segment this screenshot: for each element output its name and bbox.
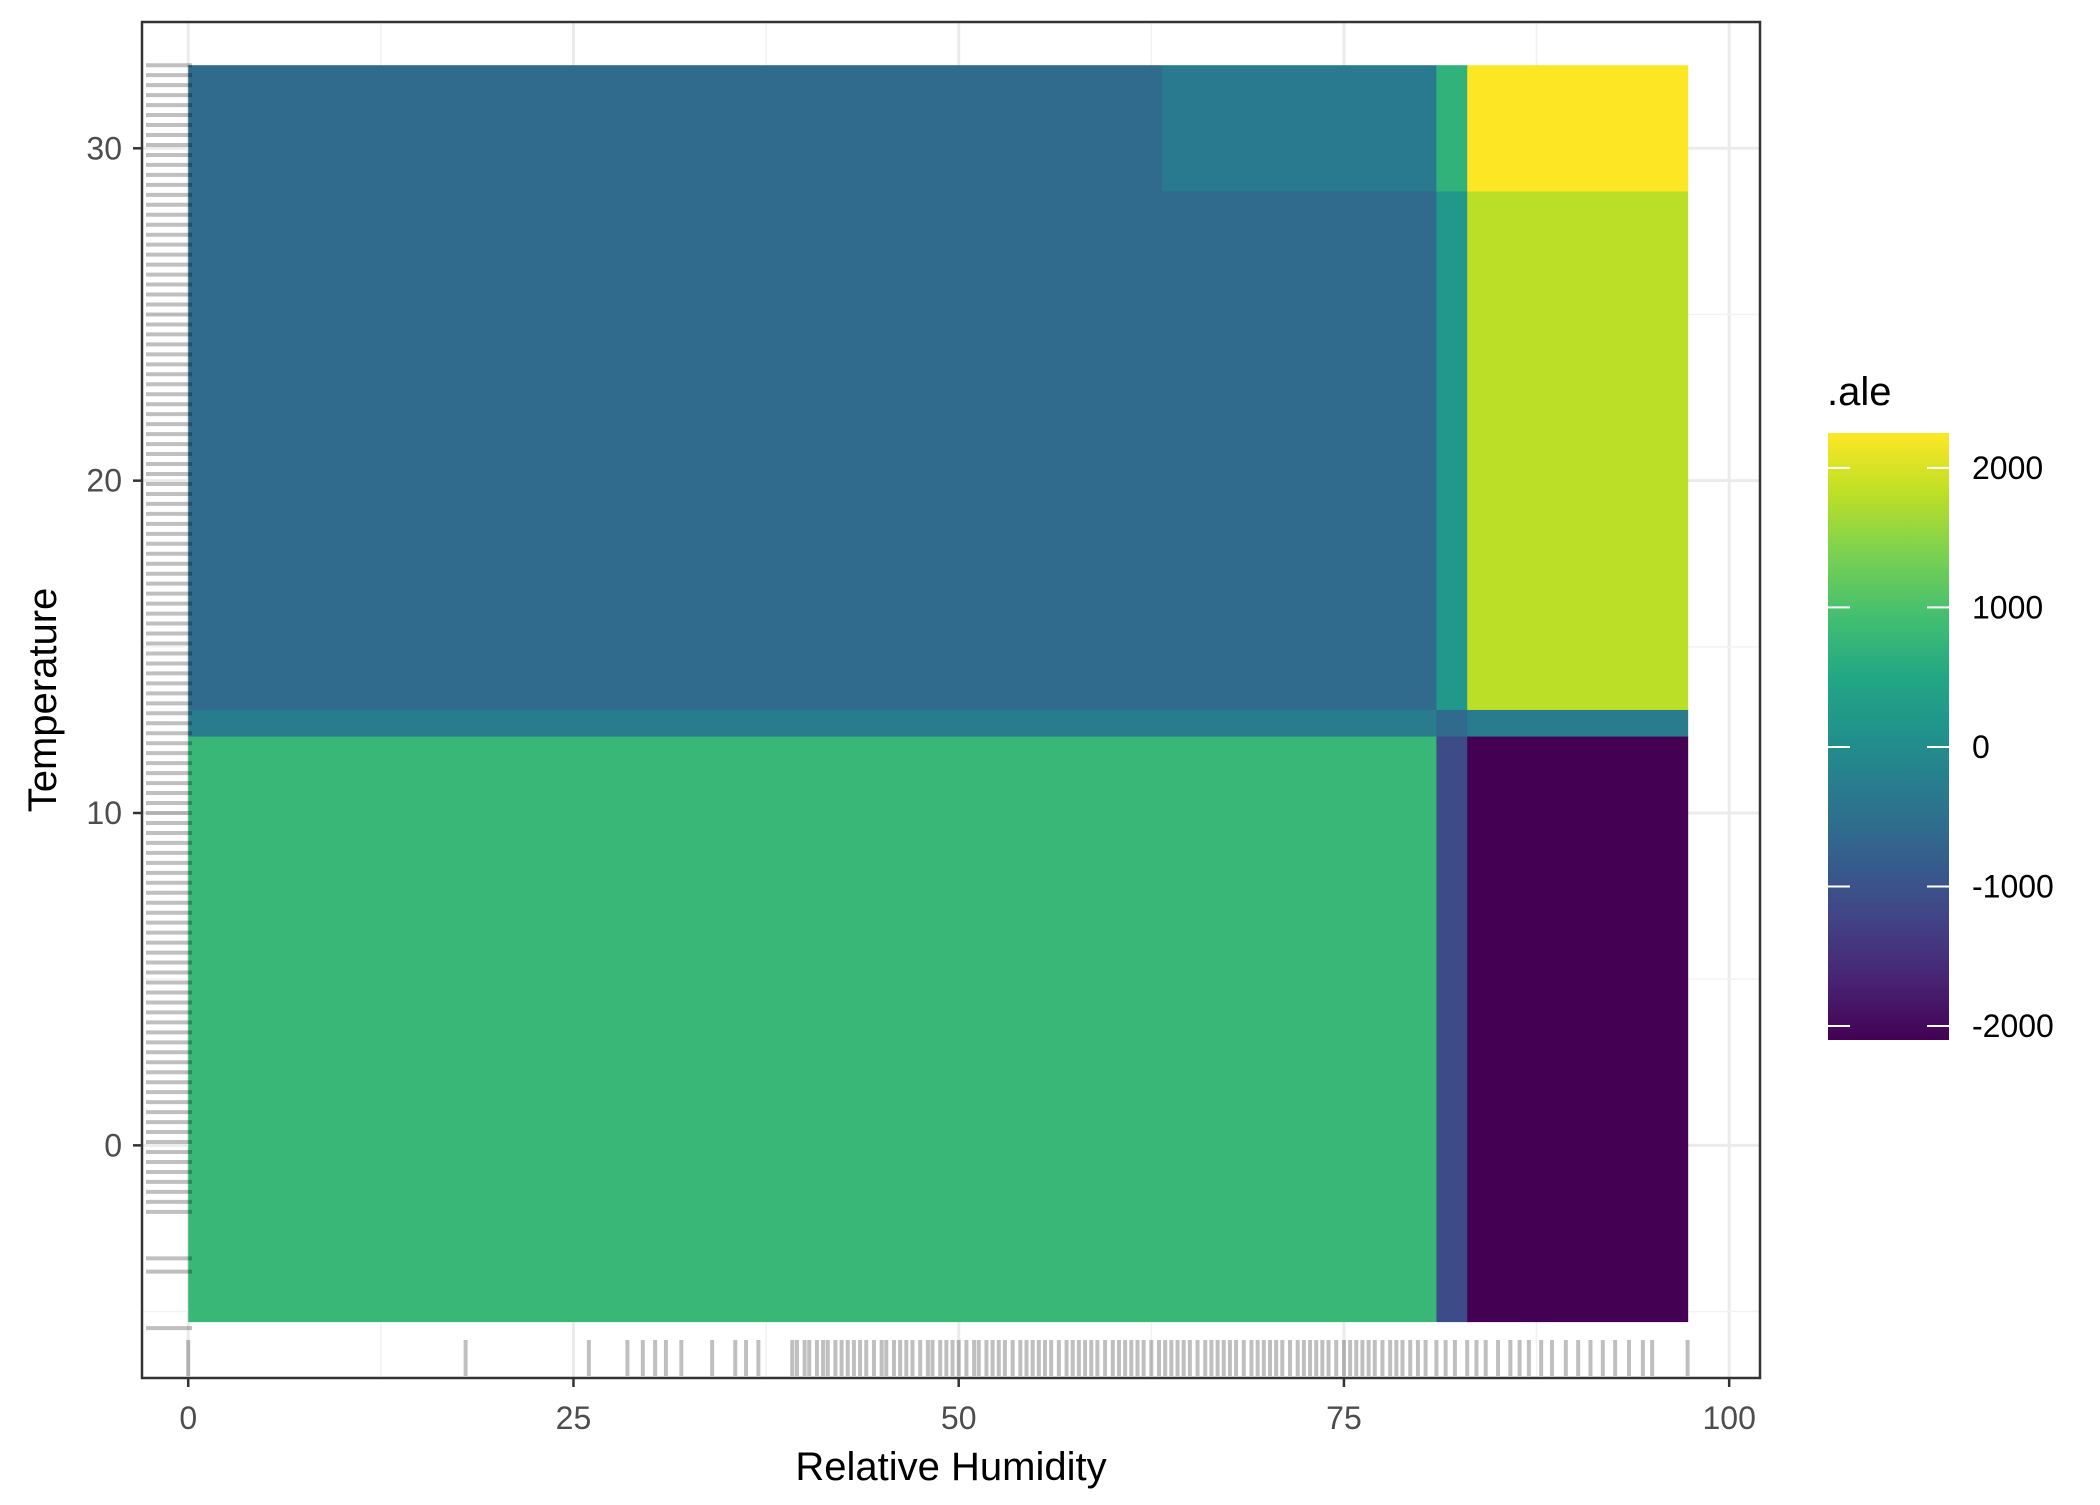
colorbar-tick-label: 2000	[1972, 450, 2043, 486]
heatmap-tile	[1436, 65, 1468, 193]
colorbar-tick-label: -1000	[1972, 869, 2054, 905]
heatmap-tile	[1467, 736, 1689, 1323]
heatmap-tile	[188, 736, 1438, 1323]
y-tick-label: 0	[104, 1127, 122, 1163]
heatmap-tiles	[188, 65, 1689, 1323]
y-tick-label: 30	[86, 130, 122, 166]
panel-border	[140, 20, 1762, 1380]
heatmap-tile	[1162, 65, 1437, 193]
heatmap-tile	[1436, 191, 1468, 711]
colorbar-tick-label: 0	[1972, 729, 1990, 765]
x-tick-label: 50	[941, 1400, 977, 1436]
x-tick-label: 25	[556, 1400, 592, 1436]
colorbar-legend: .ale -2000 -1000 0 1000 2000	[1827, 370, 2054, 1044]
heatmap-tile	[1162, 191, 1437, 711]
heatmap-tile	[1436, 736, 1468, 1323]
y-tick-label: 20	[86, 463, 122, 499]
colorbar-tick-label: -2000	[1972, 1008, 2054, 1044]
rug-marks	[146, 63, 1690, 1376]
heatmap-tile	[1467, 65, 1689, 193]
colorbar-tick-label: 1000	[1972, 589, 2043, 625]
heatmap-tile	[1467, 191, 1689, 711]
heatmap-tile	[1467, 709, 1689, 738]
heatmap-tile	[188, 65, 1163, 711]
legend-title: .ale	[1827, 370, 1892, 414]
x-tick-label: 75	[1326, 1400, 1362, 1436]
y-tick-label: 10	[86, 795, 122, 831]
colorbar	[1828, 433, 1949, 1040]
heatmap-tile	[188, 709, 1438, 738]
heatmap-tile	[1436, 709, 1468, 738]
x-tick-label: 100	[1702, 1400, 1755, 1436]
axes: 0 25 50 75 100 0 10 20 30	[86, 130, 1755, 1436]
x-tick-label: 0	[179, 1400, 197, 1436]
y-axis-title: Temperature	[21, 588, 65, 813]
x-axis-title: Relative Humidity	[795, 1445, 1106, 1489]
